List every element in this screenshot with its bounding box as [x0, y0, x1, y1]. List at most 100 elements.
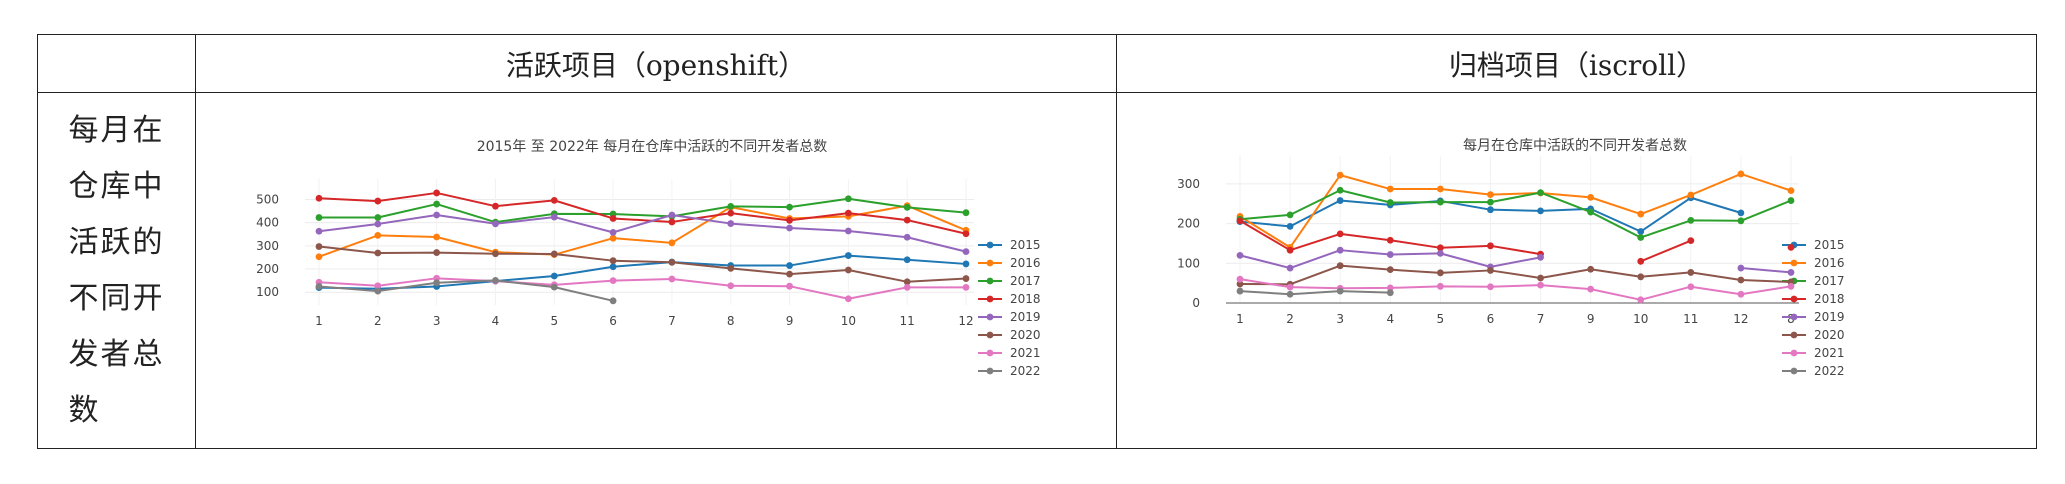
data-point [903, 278, 911, 286]
data-point [315, 283, 323, 290]
data-point [433, 233, 441, 241]
series-2020 [1236, 262, 1795, 288]
series-line [1239, 172, 1792, 249]
data-point [844, 295, 852, 303]
series-line [318, 191, 967, 235]
legend-marker [1790, 259, 1798, 267]
data-point [374, 197, 382, 205]
data-point [609, 215, 617, 222]
data-point [1687, 191, 1695, 199]
legend-label: 2016 [1010, 256, 1041, 270]
data-point [609, 277, 617, 285]
legend-marker [1790, 295, 1798, 303]
data-point [1436, 282, 1444, 290]
data-point [844, 227, 852, 235]
data-point [727, 264, 735, 272]
data-point [1336, 186, 1344, 194]
data-point [1537, 274, 1544, 282]
series-line [318, 254, 967, 290]
series-2019 [315, 211, 970, 256]
legend-marker [986, 331, 994, 339]
x-tick-label: 10 [841, 314, 856, 328]
data-point [315, 253, 323, 261]
data-point [550, 213, 558, 221]
column-header-active: 活跃项目（openshift） [505, 48, 807, 82]
data-point [727, 209, 735, 217]
series-2022 [1236, 287, 1394, 298]
row-label: 每月在仓库中活跃的不同开发者总数 [68, 113, 165, 428]
data-point [786, 203, 793, 211]
series-line [318, 245, 967, 283]
data-point [433, 189, 441, 197]
data-point [550, 250, 558, 258]
data-point [1236, 287, 1244, 295]
data-point [844, 252, 852, 259]
series-line [1239, 264, 1792, 286]
data-point [1587, 285, 1595, 293]
data-point [550, 272, 558, 280]
y-tick-label: 400 [256, 216, 279, 230]
x-tick-label: 12 [1733, 312, 1748, 326]
row-label-cell: 每月在仓库中活跃的不同开发者总数 [38, 92, 195, 450]
data-point [1487, 242, 1494, 250]
data-point [1737, 217, 1745, 225]
series-line [318, 277, 966, 300]
data-point [1336, 171, 1344, 179]
x-tick-label: 10 [1633, 312, 1648, 326]
data-point [786, 216, 793, 224]
data-point [1487, 198, 1494, 206]
x-tick-label: 3 [1336, 312, 1344, 326]
data-point [1236, 280, 1244, 288]
y-tick-label: 100 [1177, 256, 1200, 270]
data-point [1286, 290, 1294, 298]
series-line [318, 204, 967, 258]
data-point [1336, 246, 1344, 254]
legend-label: 2021 [1010, 346, 1041, 360]
data-point [727, 220, 735, 227]
data-point [315, 243, 323, 250]
data-point [1687, 237, 1695, 245]
data-point [315, 227, 323, 235]
data-point [1336, 197, 1344, 204]
data-point [492, 202, 499, 210]
data-point [1687, 283, 1695, 291]
data-point [962, 275, 970, 282]
data-point [492, 220, 499, 228]
series-2018 [315, 189, 970, 238]
data-point [1286, 222, 1294, 230]
data-point [1487, 191, 1494, 198]
data-point [1737, 264, 1745, 272]
data-point [1737, 170, 1745, 178]
data-point [786, 282, 793, 290]
series-line [318, 279, 614, 302]
data-point [1637, 210, 1645, 218]
data-point [1737, 276, 1745, 284]
legend-marker [986, 277, 994, 285]
x-tick-label: 9 [786, 314, 794, 328]
data-point [1737, 209, 1745, 217]
series-line [1239, 278, 1792, 301]
data-point [374, 220, 382, 228]
y-tick-label: 300 [1177, 177, 1200, 191]
data-point [315, 214, 323, 221]
y-tick-label: 0 [1192, 296, 1200, 310]
series-line [1740, 267, 1792, 274]
column-divider-1 [195, 35, 196, 448]
legend-label: 2018 [1814, 292, 1845, 306]
data-point [786, 270, 793, 278]
data-point [1637, 234, 1645, 241]
x-tick-label: 12 [958, 314, 973, 328]
x-tick-label: 7 [1537, 312, 1545, 326]
data-point [1587, 208, 1595, 216]
data-point [433, 279, 441, 287]
data-point [1236, 217, 1244, 225]
data-point [1386, 236, 1394, 244]
data-point [374, 249, 382, 257]
legend-marker [1790, 349, 1798, 357]
legend-label: 2021 [1814, 346, 1845, 360]
data-point [903, 203, 911, 211]
legend-label: 2020 [1814, 328, 1845, 342]
data-point [903, 233, 911, 241]
data-point [1286, 246, 1294, 254]
